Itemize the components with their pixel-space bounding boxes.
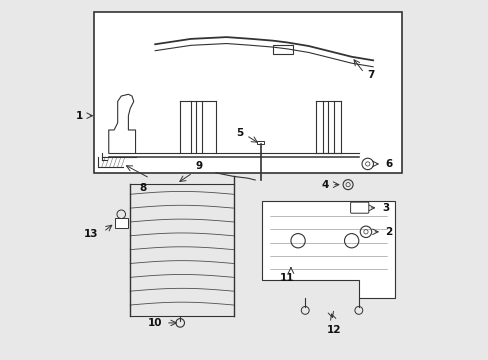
Text: 7: 7 — [367, 69, 374, 80]
Text: 9: 9 — [195, 161, 202, 171]
Text: 1: 1 — [76, 111, 83, 121]
Text: 10: 10 — [147, 318, 162, 328]
Text: 11: 11 — [280, 273, 294, 283]
Text: 4: 4 — [321, 180, 328, 190]
FancyBboxPatch shape — [350, 202, 368, 213]
Bar — [115, 217, 127, 228]
Text: 3: 3 — [381, 203, 388, 213]
Text: 6: 6 — [385, 159, 392, 169]
Polygon shape — [262, 202, 394, 298]
Text: 12: 12 — [326, 325, 340, 335]
Bar — [272, 45, 292, 54]
FancyBboxPatch shape — [94, 12, 401, 173]
Text: 5: 5 — [236, 128, 243, 138]
Text: 13: 13 — [84, 229, 99, 239]
Text: 2: 2 — [385, 227, 392, 237]
Bar — [257, 141, 264, 144]
Text: 8: 8 — [139, 183, 146, 193]
